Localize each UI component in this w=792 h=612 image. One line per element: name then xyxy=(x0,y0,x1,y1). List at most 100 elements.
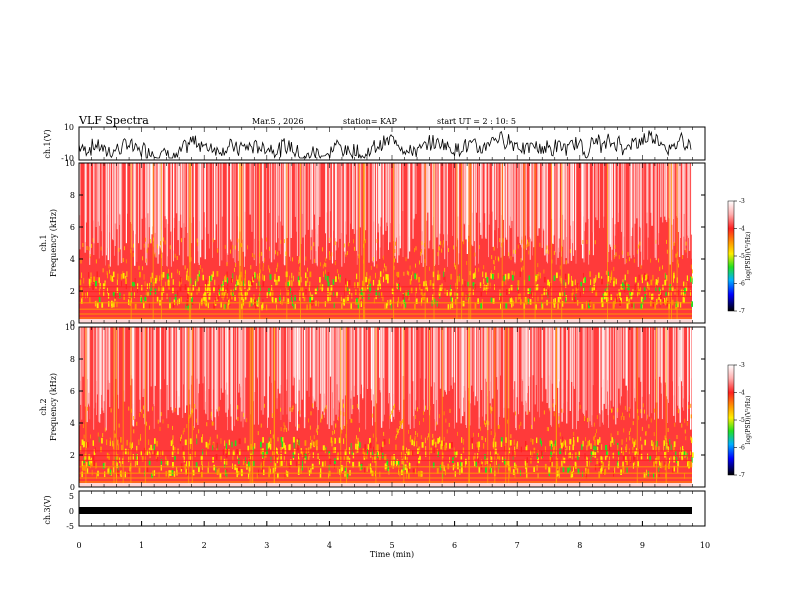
spec2-midband-cell xyxy=(210,411,212,416)
spec2-streak xyxy=(343,327,346,426)
spec2-lowband-cell xyxy=(565,449,567,455)
spec1-lowband-cell xyxy=(529,299,532,305)
spec2-dc-gap xyxy=(79,483,692,487)
spec1-midband-cell xyxy=(448,248,449,252)
spec2-lowband-cell xyxy=(172,445,174,451)
spec1-midband-cell xyxy=(520,258,522,263)
spec1-streak xyxy=(485,163,486,238)
spec2-midband-cell xyxy=(641,426,643,431)
spec2-streak xyxy=(202,327,204,384)
spec2-lowband-cell xyxy=(455,451,457,458)
spec1-streak xyxy=(332,163,333,264)
spec1-midband-cell xyxy=(528,250,530,255)
xtick-label: 10 xyxy=(700,541,710,550)
spec1-midband-cell xyxy=(277,251,279,256)
spec2-streak xyxy=(328,327,330,429)
spec2-streak xyxy=(293,327,295,377)
spec1-streak xyxy=(164,163,166,217)
spec2-lowband-cell xyxy=(550,440,552,446)
spec2-lowband-cell xyxy=(561,461,563,467)
spec2-lowband-cell xyxy=(232,455,234,461)
spec1-lowband-cell xyxy=(547,279,549,286)
spec1-midband-cell xyxy=(494,265,496,270)
spec2-lowband-cell xyxy=(117,439,119,446)
spec2-midband-cell xyxy=(485,437,486,442)
spec1-streak xyxy=(356,163,358,230)
spec2-lowband-cell xyxy=(262,459,263,465)
spec1-streak xyxy=(138,163,139,244)
spec1-midband-cell xyxy=(240,243,242,248)
spec2-lowband-cell xyxy=(231,441,233,448)
spec2-lowband-cell xyxy=(154,438,156,444)
spec1-midband-cell xyxy=(133,243,134,248)
spec1-lowband-cell xyxy=(634,276,637,283)
spec1-lowband-cell xyxy=(517,285,518,291)
spec1-midband-cell xyxy=(614,244,616,249)
spec1-midband-cell xyxy=(405,257,407,262)
spec1-streak xyxy=(585,163,587,223)
spec2-lowband-cell xyxy=(664,462,665,469)
spec2-lowband-cell xyxy=(598,462,601,469)
spec1-streak xyxy=(541,163,543,248)
spec1-streak xyxy=(208,163,210,249)
spec1-lowband-cell xyxy=(252,298,254,305)
spec1-streak xyxy=(629,163,631,256)
spec2-midband-cell xyxy=(425,405,426,410)
spec1-lowband-cell xyxy=(141,284,143,291)
spec2-midband-cell xyxy=(159,426,161,431)
spec1-streak xyxy=(408,163,411,252)
spec2-streak xyxy=(622,327,625,379)
spec1-lowband-cell xyxy=(227,303,229,310)
spec2-lowband-cell xyxy=(120,437,122,443)
spec2-hband xyxy=(79,472,692,474)
spec1-lowband-cell xyxy=(101,302,104,308)
spec1-lowband-cell xyxy=(180,276,182,283)
spec2-streak xyxy=(443,327,444,387)
spec2-lowband-cell xyxy=(359,465,362,471)
spec1-midband-cell xyxy=(106,270,108,275)
spec2-streak xyxy=(482,327,483,417)
spec2-streak xyxy=(679,327,680,377)
spec1-lowband-cell xyxy=(260,285,261,291)
spec2-lowband-cell xyxy=(441,462,442,468)
spec2-lowband-cell xyxy=(366,453,368,460)
spec1-lowband-cell xyxy=(390,304,392,310)
spec1-midband-cell xyxy=(640,264,642,269)
spec2-midband-cell xyxy=(401,420,403,425)
spec2-midband-cell xyxy=(584,415,586,420)
spec2-lowband-cell xyxy=(490,456,493,463)
spec2-lowband-cell xyxy=(174,455,176,462)
spec1-lowband-cell xyxy=(336,291,338,298)
spec1-lowband-cell xyxy=(357,303,360,309)
spec2-midband-cell xyxy=(104,427,106,432)
spec2-midband-cell xyxy=(559,432,561,437)
spec2-streak xyxy=(322,327,324,412)
spec1-midband-cell xyxy=(565,260,567,265)
spec1-streak xyxy=(140,163,142,250)
spec1-lowband-cell xyxy=(640,303,643,310)
spec2-lowband-cell xyxy=(205,441,208,448)
ch1-waveform-ylabel: ch.1(V) xyxy=(43,129,52,158)
spec1-lowband-cell xyxy=(622,282,624,288)
ytick-label: 6 xyxy=(70,387,75,396)
spec1-streak xyxy=(570,163,573,261)
spec2-lowband-cell xyxy=(198,466,200,473)
spec1-streak xyxy=(230,163,232,240)
spec2-lowband-cell xyxy=(645,472,647,479)
spec1-lowband-cell xyxy=(673,272,675,279)
spec1-midband-cell xyxy=(108,264,110,269)
spec2-midband-cell xyxy=(438,414,440,419)
spec2-midband-cell xyxy=(640,409,642,414)
spec2-lowband-cell xyxy=(539,438,541,444)
spec1-lowband-cell xyxy=(652,301,655,307)
spec1-lowband-cell xyxy=(290,294,293,301)
spec2-streak xyxy=(526,327,528,415)
spec1-lowband-cell xyxy=(655,282,656,288)
spec2-lowband-cell xyxy=(460,453,463,460)
spec1-lowband-cell xyxy=(269,274,272,280)
spec2-midband-cell xyxy=(110,408,112,413)
spec1-streak xyxy=(543,163,545,231)
spec1-lowband-cell xyxy=(643,286,646,292)
spec1-lowband-cell xyxy=(244,290,247,297)
spec1-midband-cell xyxy=(237,238,239,243)
